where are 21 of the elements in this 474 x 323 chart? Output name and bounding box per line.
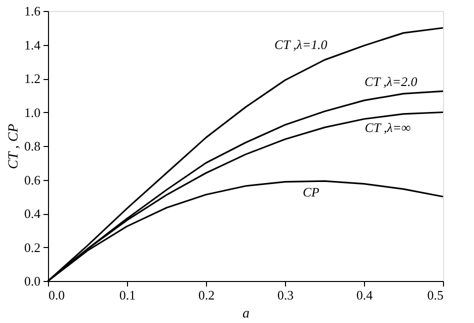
y-tick-label: 0.8 [24,138,40,154]
annotation: CT ,λ=1.0 [274,37,328,52]
y-tick-label: 1.4 [24,37,41,52]
annotation: CT ,λ=2.0 [364,74,418,89]
y-axis-title: CT , CP [6,123,22,170]
x-axis-title: a [242,306,250,322]
annotation: CT ,λ=∞ [364,120,411,135]
annotation: CP [302,184,320,200]
y-tick-label: 0.4 [24,206,41,221]
y-tick-label: 0.2 [24,240,40,255]
y-tick-label: 0.6 [24,172,41,188]
x-tick-label: 0.2 [198,288,215,302]
y-tick-label: 1.0 [24,104,40,120]
x-tick-label: 0.5 [427,288,444,302]
y-tick-label: 1.6 [24,4,41,18]
x-tick-label: 0.1 [119,288,136,302]
x-tick-label: 0.0 [48,288,65,302]
y-tick-label: 0.0 [24,274,40,288]
x-tick-label: 0.4 [356,288,374,302]
y-tick-label: 1.2 [24,71,40,86]
x-tick-label: 0.3 [277,288,294,302]
